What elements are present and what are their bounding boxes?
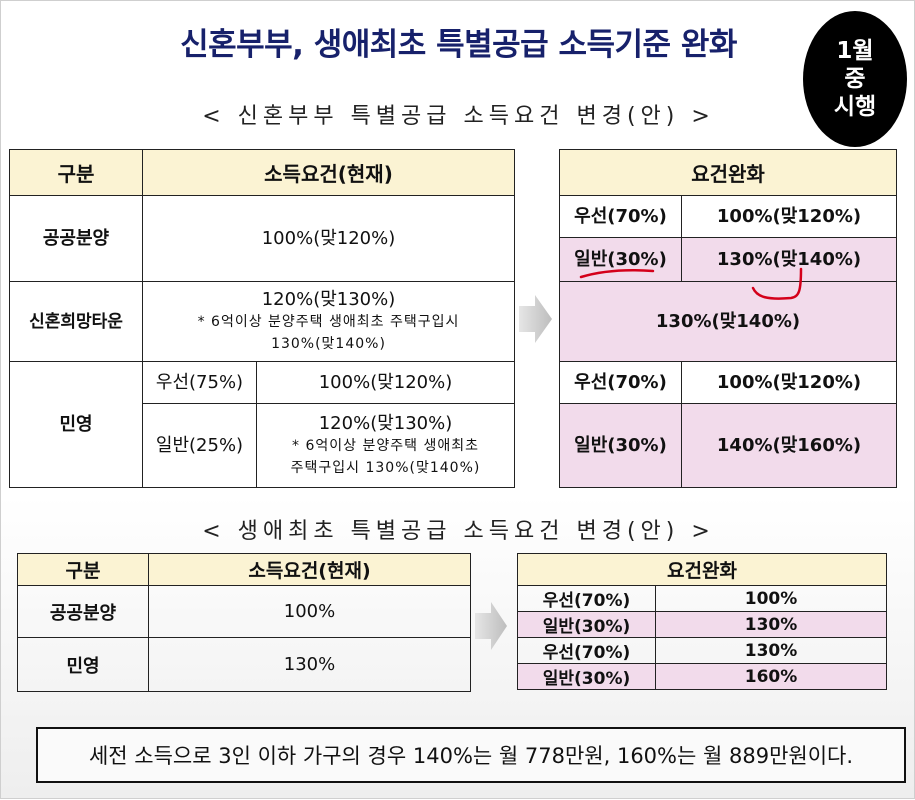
arrow-right-icon <box>519 295 552 343</box>
public-priority-label: 우선(70%) <box>559 195 682 238</box>
ft-private-value: 130% <box>148 637 471 692</box>
ft-header-relaxed: 요건완화 <box>516 553 888 586</box>
private-general-relaxed-label: 일반(30%) <box>559 403 682 488</box>
private-priority-relaxed-value: 100%(맞120%) <box>680 361 898 404</box>
ft-relaxed-row-4-value: 160% <box>654 663 888 690</box>
cell-public-value: 100%(맞120%) <box>142 195 515 282</box>
ft-relaxed-row-4-label: 일반(30%) <box>517 663 656 690</box>
ft-relaxed-row-1-label: 우선(70%) <box>517 585 656 612</box>
ft-header-current-requirement: 소득요건(현재) <box>148 553 471 586</box>
private-general-note: * 6억이상 분양주택 생애최초 <box>292 437 479 454</box>
header-current-requirement: 소득요건(현재) <box>142 149 515 196</box>
ft-relaxed-row-1-value: 100% <box>654 585 888 612</box>
ft-relaxed-row-3-label: 우선(70%) <box>517 637 656 664</box>
hope-town-relaxed-value: 130%(맞140%) <box>558 281 898 362</box>
hope-town-note: * 6억이상 분양주택 생애최초 주택구입시 <box>197 313 460 330</box>
ft-relaxed-row-3-value: 130% <box>654 637 888 664</box>
ft-relaxed-row-2-label: 일반(30%) <box>517 611 656 638</box>
private-priority-label: 우선(75%) <box>142 361 257 404</box>
badge-line-1: 1월 <box>836 38 874 64</box>
row-label-public: 공공분양 <box>9 195 143 282</box>
private-priority-value: 100%(맞120%) <box>256 361 515 404</box>
public-priority-value: 100%(맞120%) <box>680 195 898 238</box>
hope-town-note-value: 130%(맞140%) <box>271 335 386 352</box>
badge-line-3: 시행 <box>833 94 877 120</box>
ft-relaxed-row-2-value: 130% <box>654 611 888 638</box>
ft-header-category: 구분 <box>17 553 149 586</box>
ft-row-label-private: 민영 <box>17 637 149 692</box>
private-general-label: 일반(25%) <box>142 403 257 488</box>
row-label-hope-town: 신혼희망타운 <box>9 281 143 362</box>
header-category: 구분 <box>9 149 143 196</box>
private-general-relaxed-value: 140%(맞160%) <box>680 403 898 488</box>
public-general-label: 일반(30%) <box>559 237 682 282</box>
newlywed-current-table: 구분 소득요건(현재) 공공분양 100%(맞120%) 신혼희망타운 120%… <box>9 149 515 488</box>
section1-heading: < 신혼부부 특별공급 소득요건 변경(안) > <box>202 104 715 129</box>
badge-line-2: 중 <box>844 66 866 92</box>
first-time-current-table: 구분 소득요건(현재) 공공분양 100% 민영 130% <box>17 553 471 692</box>
launch-badge: 1월 중 시행 <box>803 11 907 147</box>
ft-public-value: 100% <box>148 585 471 638</box>
hope-town-value: 120%(맞130%) <box>261 288 396 310</box>
cell-private-general: 120%(맞130%) * 6억이상 분양주택 생애최초 주택구입시 130%(… <box>256 403 515 488</box>
newlywed-relaxed-table: 요건완화 우선(70%) 100%(맞120%) 일반(30%) 130%(맞1… <box>558 149 898 488</box>
arrow-right-icon-2 <box>475 602 507 650</box>
row-label-private: 민영 <box>9 361 143 488</box>
page-title: 신혼부부, 생애최초 특별공급 소득기준 완화 <box>180 27 737 63</box>
first-time-relaxed-table: 요건완화 우선(70%) 100% 일반(30%) 130% 우선(70%) 1… <box>516 553 888 690</box>
private-general-value: 120%(맞130%) <box>318 412 453 434</box>
header-relaxed: 요건완화 <box>558 149 898 196</box>
private-general-note-value: 주택구입시 130%(맞140%) <box>290 459 481 476</box>
income-note: 세전 소득으로 3인 이하 가구의 경우 140%는 월 778만원, 160%… <box>36 727 906 783</box>
section2-heading: < 생애최초 특별공급 소득요건 변경(안) > <box>202 519 715 544</box>
ft-row-label-public: 공공분양 <box>17 585 149 638</box>
public-general-value: 130%(맞140%) <box>680 237 898 282</box>
cell-hope-town: 120%(맞130%) * 6억이상 분양주택 생애최초 주택구입시 130%(… <box>142 281 515 362</box>
private-priority-relaxed-label: 우선(70%) <box>559 361 682 404</box>
